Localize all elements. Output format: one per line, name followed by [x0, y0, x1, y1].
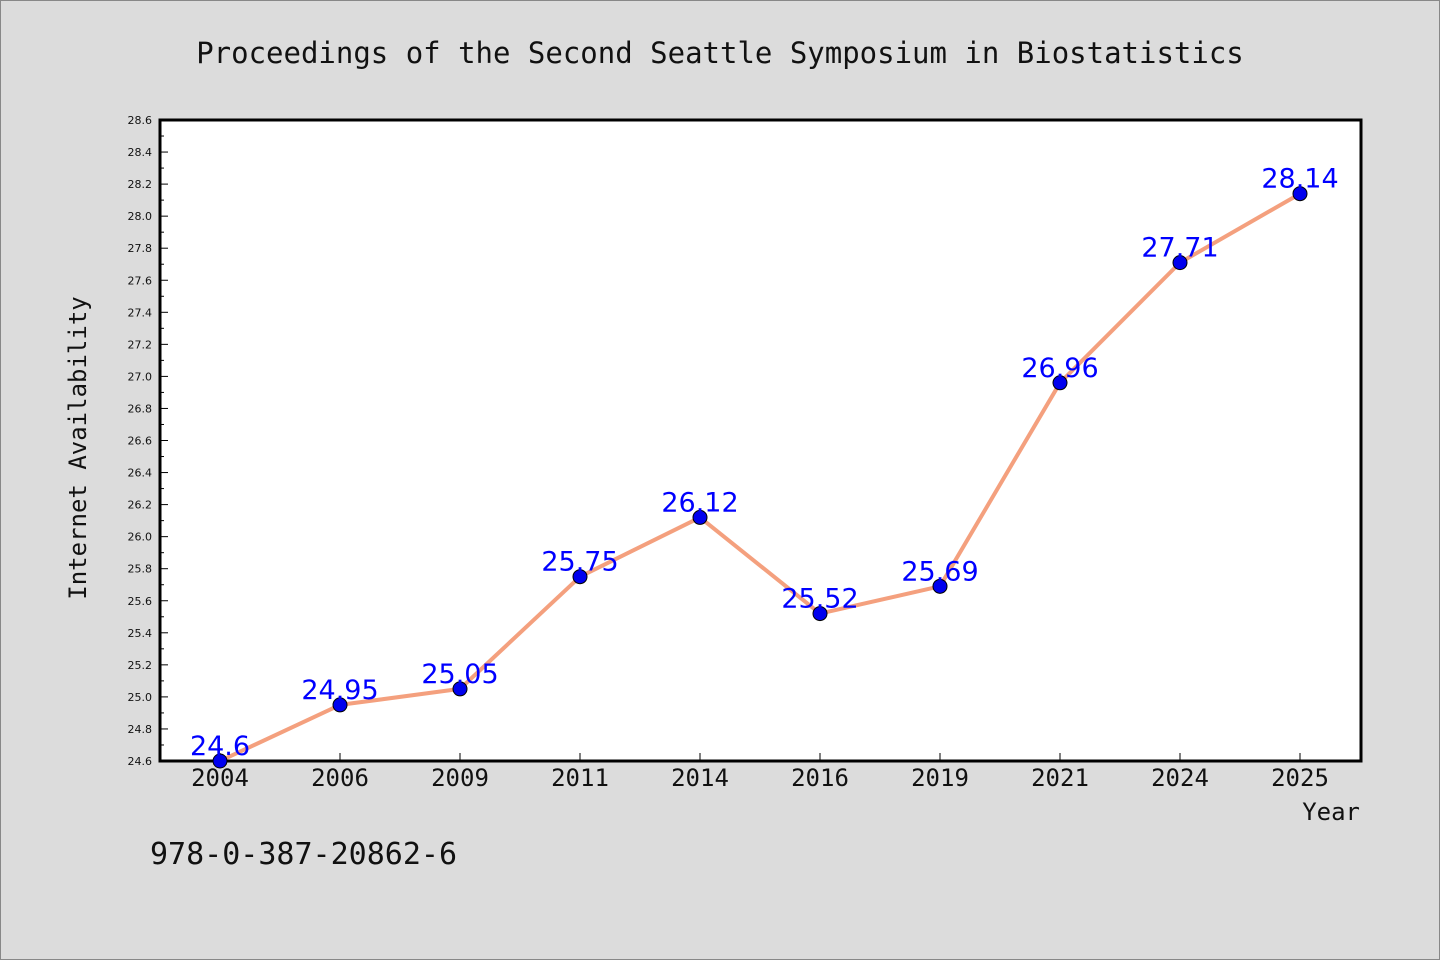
- isbn-text: 978-0-387-20862-6: [150, 837, 457, 872]
- data-label: 25.69: [901, 556, 978, 587]
- x-tick-label: 2024: [1151, 764, 1209, 792]
- data-label: 27.71: [1141, 233, 1218, 264]
- x-tick-label: 2004: [191, 764, 249, 792]
- y-tick-label: 24.8: [128, 723, 153, 736]
- y-tick-label: 26.0: [128, 531, 153, 544]
- x-tick-label: 2021: [1031, 764, 1089, 792]
- y-tick-label: 25.2: [128, 659, 153, 672]
- x-axis: 2004 2006 2009 2011 2014 2016 2019 2021 2024 2025: [191, 753, 1329, 792]
- data-point: [812, 606, 828, 622]
- data-point: [1292, 186, 1308, 202]
- y-axis: 24.6 24.8 25.0 25.2 25.4 25.6 25.8 26.0 26.2 26.4…: [128, 114, 168, 768]
- data-point: [452, 681, 468, 697]
- data-label: 28.14: [1261, 164, 1338, 195]
- x-tick-label: 2009: [431, 764, 489, 792]
- series-layer: [212, 186, 1308, 769]
- data-label: 26.96: [1021, 353, 1098, 384]
- y-tick-label: 25.6: [128, 595, 153, 608]
- x-tick-label: 2014: [671, 764, 729, 792]
- y-tick-label: 26.8: [128, 402, 153, 415]
- y-tick-label: 26.6: [128, 435, 153, 448]
- y-tick-label: 28.2: [128, 178, 153, 191]
- y-tick-label: 24.6: [128, 755, 153, 768]
- x-axis-title: Year: [1302, 798, 1360, 826]
- data-label: 25.75: [541, 547, 618, 578]
- data-label: 25.52: [781, 584, 858, 615]
- data-point: [1172, 255, 1188, 271]
- x-tick-label: 2019: [911, 764, 969, 792]
- y-tick-label: 25.4: [128, 627, 153, 640]
- y-tick-label: 27.6: [128, 274, 153, 287]
- plot-area: [158, 118, 1363, 763]
- y-tick-label: 27.0: [128, 370, 153, 383]
- data-point: [692, 509, 708, 525]
- x-tick-label: 2025: [1271, 764, 1329, 792]
- chart-title: Proceedings of the Second Seattle Sympos…: [196, 36, 1244, 70]
- y-tick-label: 27.8: [128, 242, 153, 255]
- y-axis-title: Internet Availability: [64, 296, 92, 599]
- data-point: [572, 569, 588, 585]
- y-tick-label: 25.8: [128, 563, 153, 576]
- y-tick-label: 27.4: [128, 306, 153, 319]
- y-tick-label: 28.6: [128, 114, 153, 127]
- series-line: [218, 191, 1302, 763]
- data-point: [932, 578, 948, 594]
- data-point: [332, 697, 348, 713]
- y-tick-label: 25.0: [128, 691, 153, 704]
- x-tick-label: 2011: [551, 764, 609, 792]
- y-tick-label: 26.2: [128, 499, 153, 512]
- data-label: 24.6: [190, 731, 250, 762]
- x-tick-label: 2006: [311, 764, 369, 792]
- data-label: 26.12: [661, 487, 738, 518]
- y-tick-label: 28.0: [128, 210, 153, 223]
- data-point: [212, 753, 228, 769]
- y-tick-label: 27.2: [128, 338, 153, 351]
- y-tick-label: 28.4: [128, 146, 153, 159]
- data-label: 24.95: [301, 675, 378, 706]
- data-label: 25.05: [421, 659, 498, 690]
- x-tick-label: 2016: [791, 764, 849, 792]
- data-point: [1052, 375, 1068, 391]
- data-label-layer: 24.6 24.95 25.05 25.75 26.12 25.52 25.69 26.96 2…: [190, 164, 1339, 762]
- y-tick-label: 26.4: [128, 467, 153, 480]
